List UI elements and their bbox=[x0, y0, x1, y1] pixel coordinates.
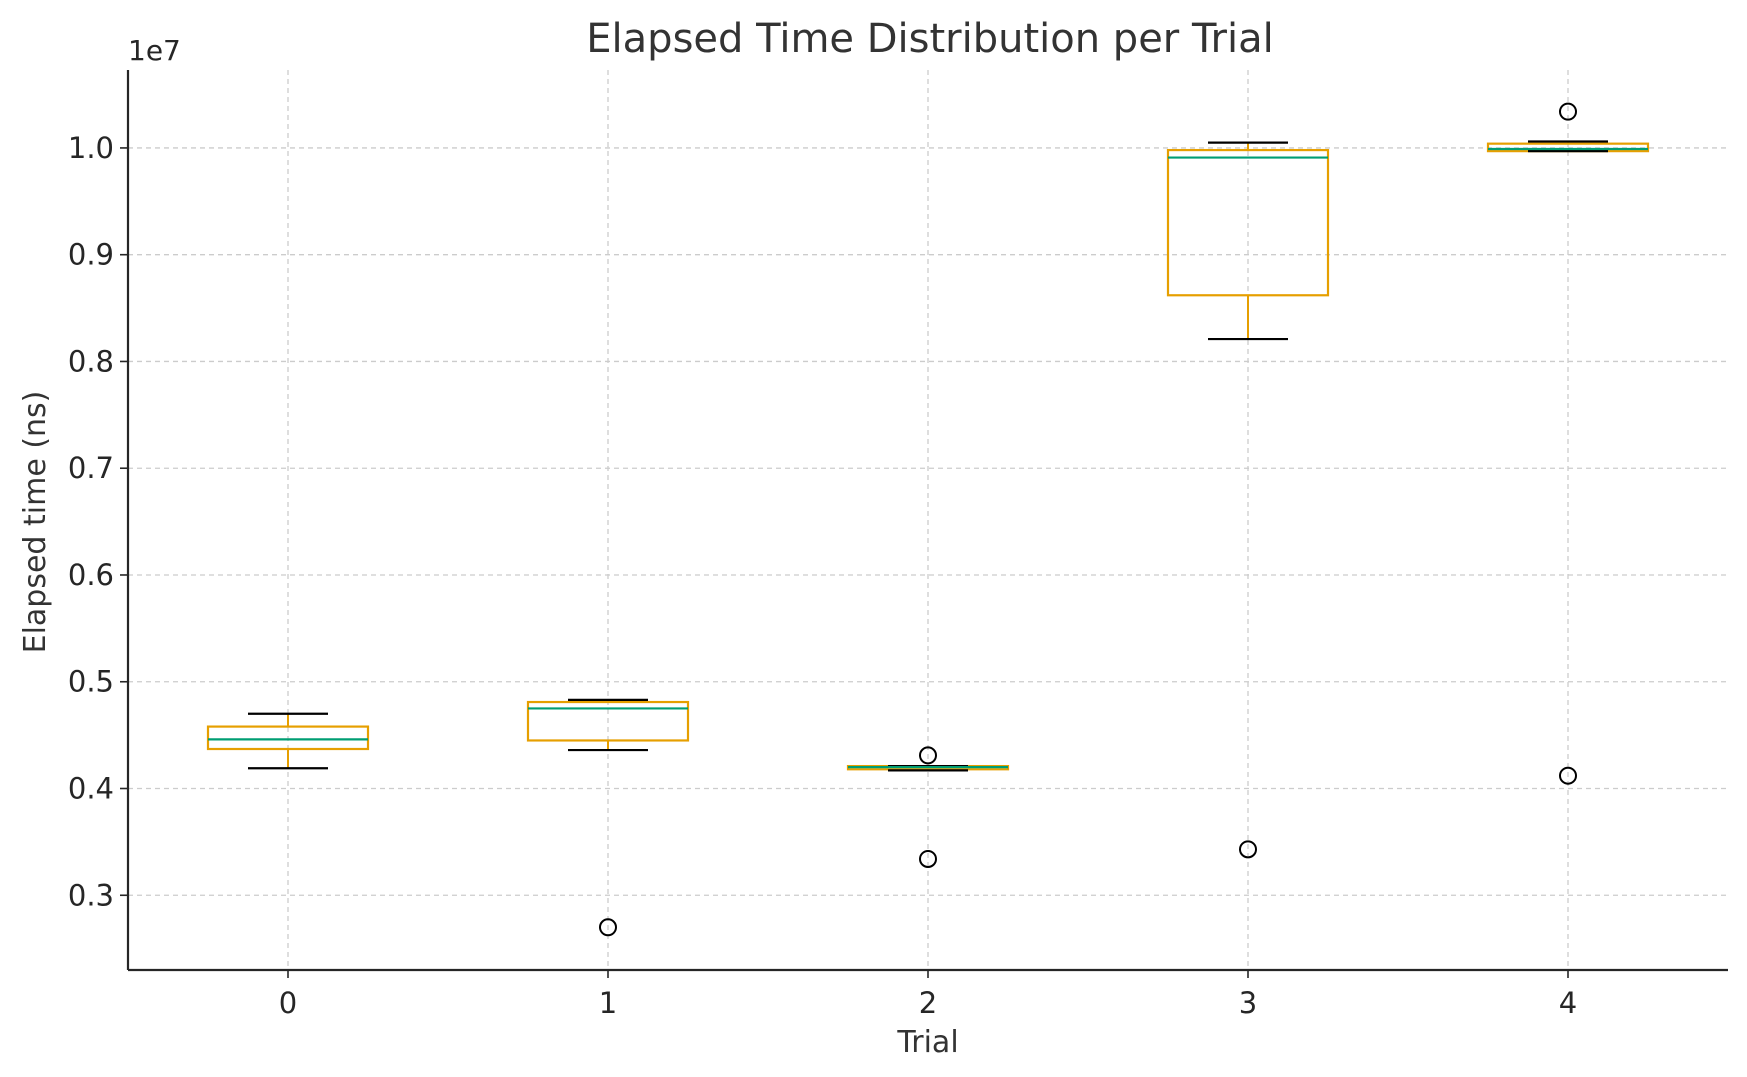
box-trial-3 bbox=[1166, 141, 1330, 859]
y-tick-label: 0.3 bbox=[68, 878, 114, 912]
y-tick-label: 0.4 bbox=[68, 772, 114, 806]
x-tick-label: 4 bbox=[1559, 986, 1577, 1020]
x-tick-label: 2 bbox=[919, 986, 937, 1020]
chart-title: Elapsed Time Distribution per Trial bbox=[586, 16, 1273, 62]
box-series bbox=[206, 102, 1650, 937]
y-tick-label: 0.6 bbox=[68, 558, 114, 592]
y-tick-label: 0.7 bbox=[68, 451, 114, 485]
outlier-point bbox=[919, 849, 937, 868]
box-trial-2 bbox=[846, 746, 1010, 868]
x-tick-label: 0 bbox=[279, 986, 297, 1020]
outlier-point bbox=[599, 918, 617, 937]
outlier-point bbox=[919, 746, 937, 765]
axes: 0.3 0.4 0.5 0.6 0.7 0.8 0.9 1.0 0 1 2 3 4 bbox=[68, 70, 1728, 1020]
outlier-point bbox=[1559, 102, 1577, 121]
interquartile-box bbox=[206, 725, 370, 751]
interquartile-box bbox=[1166, 148, 1330, 297]
grid-lines bbox=[128, 70, 1728, 970]
y-tick-label: 0.5 bbox=[68, 665, 114, 699]
y-tick-label: 1.0 bbox=[68, 131, 114, 165]
y-tick-label: 0.9 bbox=[68, 238, 114, 272]
y-axis-offset-label: 1e7 bbox=[128, 34, 181, 67]
box-trial-4 bbox=[1486, 102, 1650, 785]
x-axis-label: Trial bbox=[896, 1025, 958, 1060]
x-tick-label: 3 bbox=[1239, 986, 1257, 1020]
y-tick-label: 0.8 bbox=[68, 344, 114, 378]
x-tick-label: 1 bbox=[599, 986, 617, 1020]
interquartile-box bbox=[526, 700, 690, 742]
outlier-point bbox=[1239, 840, 1257, 859]
box-trial-0 bbox=[206, 712, 370, 770]
y-axis-label: Elapsed time (ns) bbox=[18, 391, 53, 654]
outlier-point bbox=[1559, 766, 1577, 785]
box-trial-1 bbox=[526, 698, 690, 937]
